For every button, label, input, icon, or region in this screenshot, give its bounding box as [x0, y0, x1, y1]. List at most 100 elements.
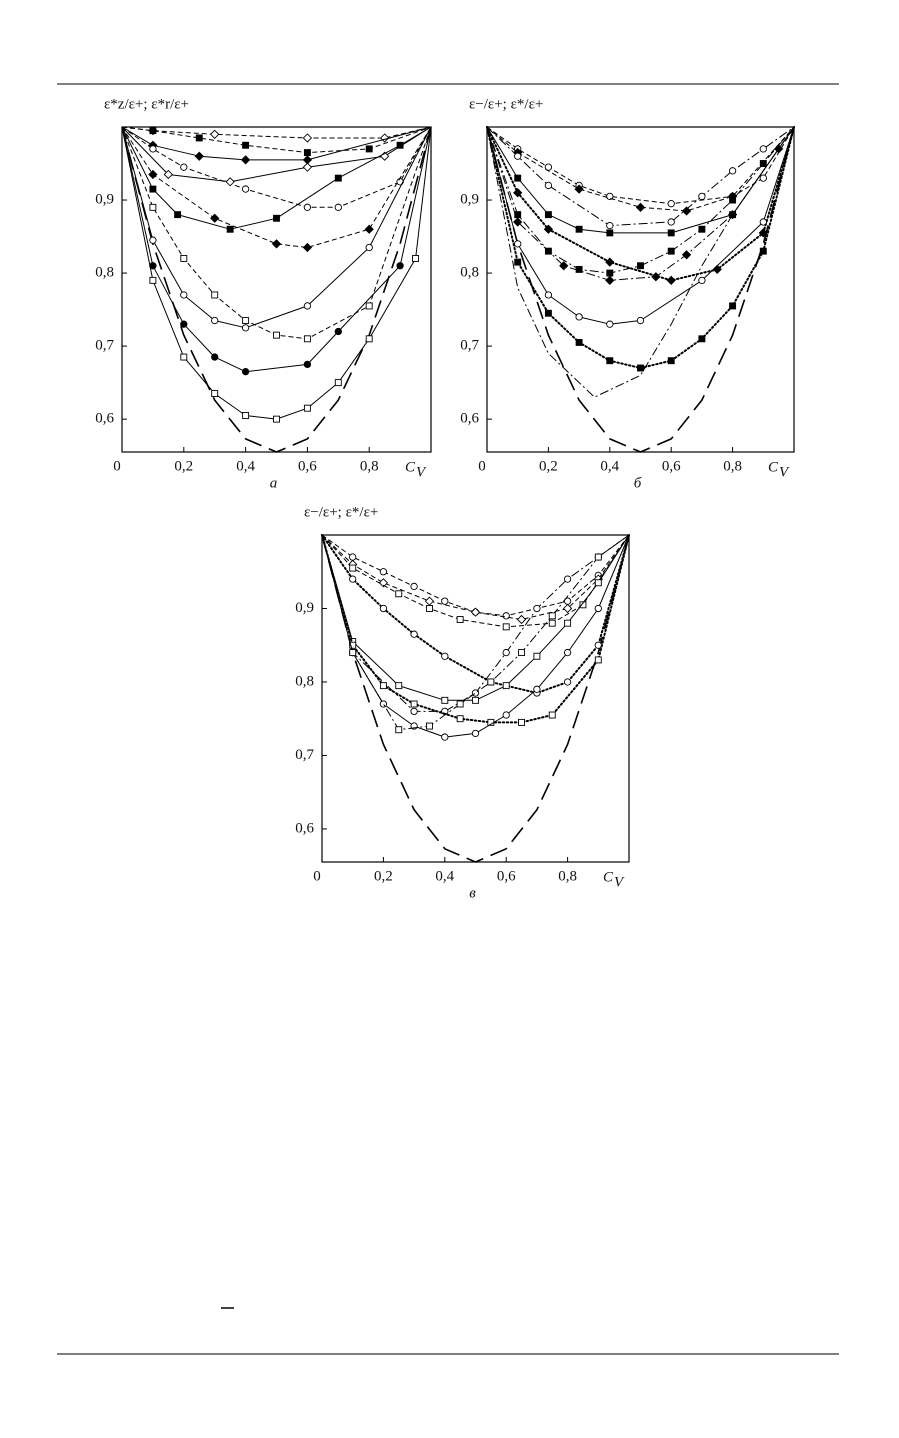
marker	[273, 415, 280, 423]
marker	[456, 700, 464, 708]
marker	[273, 214, 280, 222]
marker	[349, 641, 357, 649]
marker	[513, 188, 523, 198]
marker	[396, 178, 404, 186]
marker	[574, 184, 584, 194]
marker	[456, 616, 464, 623]
y-axis-label: ε−/ε+; ε*/ε+	[304, 504, 378, 520]
marker	[149, 185, 157, 193]
marker	[396, 262, 404, 270]
marker	[471, 729, 480, 738]
marker	[502, 612, 510, 620]
y-tick-label: 0,6	[295, 820, 314, 836]
marker	[379, 604, 388, 613]
marker	[502, 682, 510, 690]
x-tick-label: 0,6	[497, 868, 516, 884]
marker	[544, 291, 553, 299]
marker	[533, 604, 541, 613]
y-tick-label: 0,9	[295, 600, 314, 616]
series-line	[486, 126, 795, 205]
marker	[303, 302, 312, 310]
marker	[365, 243, 373, 252]
y-tick-label: 0,9	[95, 191, 114, 207]
marker	[412, 255, 419, 262]
marker	[242, 317, 250, 324]
marker	[441, 696, 449, 704]
marker	[759, 160, 767, 167]
marker	[349, 575, 357, 583]
marker	[441, 597, 449, 605]
y-tick-label: 0,6	[460, 411, 479, 427]
marker	[681, 250, 692, 260]
marker	[472, 696, 479, 704]
y-tick-label: 0,8	[460, 265, 479, 281]
marker	[334, 327, 342, 336]
marker	[334, 379, 342, 387]
series-line	[486, 126, 795, 227]
marker	[410, 582, 418, 591]
marker	[759, 247, 767, 255]
marker	[180, 320, 188, 328]
marker	[698, 192, 706, 201]
marker	[241, 368, 250, 376]
marker	[728, 167, 737, 175]
marker	[395, 590, 403, 598]
marker	[271, 239, 282, 249]
x-tick-label: 0,2	[539, 458, 558, 474]
marker	[698, 276, 706, 285]
marker	[543, 224, 554, 234]
marker	[502, 711, 510, 719]
marker	[163, 169, 173, 180]
marker	[759, 174, 767, 182]
marker	[564, 619, 572, 627]
y-tick-label: 0,7	[460, 338, 479, 354]
marker	[211, 390, 219, 398]
marker	[148, 169, 158, 180]
marker	[548, 612, 556, 620]
marker	[579, 601, 587, 609]
marker	[470, 607, 481, 617]
marker	[410, 630, 418, 638]
marker	[180, 353, 188, 361]
marker	[518, 649, 525, 657]
marker	[303, 335, 311, 343]
marker	[441, 652, 449, 660]
marker	[424, 596, 435, 606]
series-line	[121, 126, 432, 183]
series-line	[321, 534, 630, 724]
marker	[606, 269, 614, 277]
marker	[606, 357, 614, 365]
marker	[559, 261, 569, 271]
marker	[426, 605, 433, 612]
chart: 0,6 0,7 0,8 0,9 0 0,2 0,4 0,6 0,8 ε*z/ε+; ε*r/ε+ C…	[95, 96, 432, 491]
marker	[378, 578, 389, 588]
marker	[241, 324, 250, 332]
marker	[548, 711, 556, 719]
y-axis-label: ε−/ε+; ε*/ε+	[469, 96, 543, 112]
marker	[273, 331, 280, 339]
chart: 0,6 0,7 0,8 0,9 0 0,2 0,4 0,6 0,8 ε−/ε+; ε*/ε+ C Vб	[460, 96, 795, 491]
series-line	[486, 126, 795, 369]
series-line	[486, 126, 795, 398]
series-line	[486, 126, 795, 282]
marker	[334, 203, 342, 211]
marker	[637, 262, 644, 270]
marker	[514, 152, 522, 160]
marker	[502, 648, 510, 657]
marker	[365, 302, 373, 310]
marker	[395, 726, 403, 734]
marker	[379, 700, 388, 708]
x-tick-label: 0,6	[662, 458, 681, 474]
marker	[606, 229, 614, 237]
marker	[729, 302, 737, 310]
series-line	[486, 126, 795, 212]
marker	[548, 619, 556, 627]
series-line	[321, 534, 630, 617]
marker	[575, 338, 583, 346]
marker	[210, 213, 220, 223]
y-tick-label: 0,7	[295, 747, 314, 763]
marker	[667, 357, 675, 365]
series-line	[321, 534, 630, 731]
marker	[544, 181, 553, 190]
